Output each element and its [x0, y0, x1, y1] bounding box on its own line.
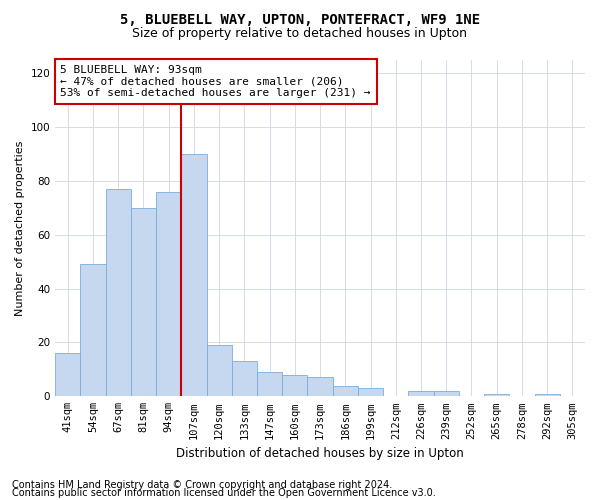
Bar [232, 362, 257, 396]
Bar [181, 154, 206, 396]
Bar [484, 394, 509, 396]
Bar [80, 264, 106, 396]
Text: Contains public sector information licensed under the Open Government Licence v3: Contains public sector information licen… [12, 488, 436, 498]
Bar [131, 208, 156, 396]
Bar [282, 375, 307, 396]
Bar [535, 394, 560, 396]
Bar [358, 388, 383, 396]
Bar [332, 386, 358, 396]
Bar [257, 372, 282, 396]
Bar [55, 354, 80, 397]
Bar [409, 391, 434, 396]
Text: 5 BLUEBELL WAY: 93sqm
← 47% of detached houses are smaller (206)
53% of semi-det: 5 BLUEBELL WAY: 93sqm ← 47% of detached … [61, 65, 371, 98]
Bar [434, 391, 459, 396]
Y-axis label: Number of detached properties: Number of detached properties [15, 140, 25, 316]
Bar [106, 189, 131, 396]
X-axis label: Distribution of detached houses by size in Upton: Distribution of detached houses by size … [176, 447, 464, 460]
Text: Size of property relative to detached houses in Upton: Size of property relative to detached ho… [133, 28, 467, 40]
Bar [206, 345, 232, 397]
Bar [307, 378, 332, 396]
Bar [156, 192, 181, 396]
Text: 5, BLUEBELL WAY, UPTON, PONTEFRACT, WF9 1NE: 5, BLUEBELL WAY, UPTON, PONTEFRACT, WF9 … [120, 12, 480, 26]
Text: Contains HM Land Registry data © Crown copyright and database right 2024.: Contains HM Land Registry data © Crown c… [12, 480, 392, 490]
